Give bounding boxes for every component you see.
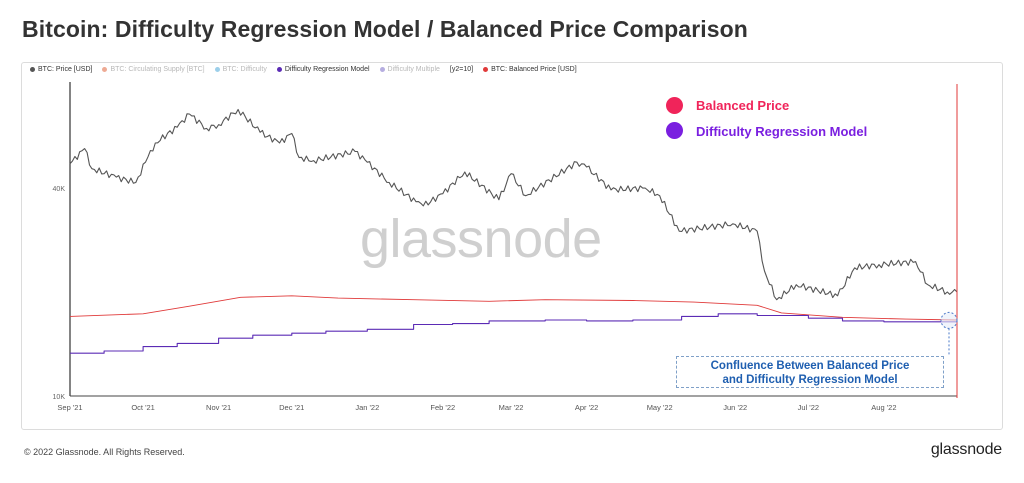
confluence-line-2: and Difficulty Regression Model: [722, 374, 898, 386]
footer-copyright: © 2022 Glassnode. All Rights Reserved.: [24, 447, 185, 457]
legend-item[interactable]: Difficulty Regression Model: [276, 66, 370, 73]
legend-item[interactable]: Difficulty Multiple: [379, 66, 440, 73]
x-tick-label: Jan '22: [355, 403, 379, 412]
chart-panel: [21, 62, 1003, 430]
legend-label: Difficulty Multiple: [387, 66, 440, 73]
x-tick-label: Apr '22: [575, 403, 599, 412]
x-tick-label: May '22: [647, 403, 673, 412]
x-tick-label: Dec '21: [279, 403, 304, 412]
legend-dot-icon: [30, 67, 35, 72]
legend-dot-icon: [276, 67, 282, 72]
chart-legend: BTC: Price [USD] BTC: Circulating Supply …: [30, 66, 577, 73]
legend-label: [y2=10]: [449, 66, 474, 73]
page-title: Bitcoin: Difficulty Regression Model / B…: [22, 16, 748, 42]
series-line-btc-balanced-price-usd: [69, 295, 958, 321]
x-tick-label: Sep '21: [57, 403, 82, 412]
legend-dot-icon: [379, 67, 385, 72]
y-tick-label: 40K: [53, 186, 66, 193]
x-tick-label: Jun '22: [723, 403, 747, 412]
legend-item[interactable]: BTC: Circulating Supply [BTC]: [102, 66, 205, 73]
legend-item[interactable]: [y2=10]: [450, 66, 473, 73]
legend-label: BTC: Balanced Price [USD]: [491, 66, 577, 73]
footer-logo[interactable]: glassnode: [930, 441, 1002, 458]
x-tick-label: Feb '22: [430, 403, 455, 412]
confluence-line-1: Confluence Between Balanced Price: [710, 360, 910, 372]
x-tick-label: Aug '22: [871, 403, 896, 412]
legend-item[interactable]: BTC: Difficulty: [214, 66, 267, 73]
confluence-callout: Confluence Between Balanced Price and Di…: [676, 356, 944, 388]
balanced-price-label: Balanced Price: [696, 98, 790, 113]
x-tick-label: Mar '22: [499, 403, 524, 412]
y-tick-label: 10K: [53, 394, 66, 401]
legend-dot-icon: [214, 67, 220, 72]
legend-dot-icon: [483, 67, 489, 72]
x-tick-label: Nov '21: [206, 403, 231, 412]
watermark: glassnode: [360, 209, 602, 269]
difficulty-model-label: Difficulty Regression Model: [696, 124, 868, 139]
x-tick-label: Oct '21: [131, 403, 155, 412]
legend-label: BTC: Difficulty: [222, 66, 267, 73]
legend-label: BTC: Circulating Supply [BTC]: [110, 66, 205, 73]
series-line-difficulty-regression-model: [70, 313, 958, 354]
x-tick-label: Jul '22: [798, 403, 819, 412]
legend-item[interactable]: BTC: Price [USD]: [30, 66, 92, 73]
series-line-btc-price-usd: [69, 108, 958, 301]
legend-dot-icon: [102, 67, 108, 72]
confluence-circle-icon: [940, 311, 958, 329]
balanced-price-dot-icon: [666, 97, 683, 114]
legend-label: Difficulty Regression Model: [284, 66, 370, 73]
difficulty-model-dot-icon: [666, 122, 683, 139]
legend-item[interactable]: BTC: Balanced Price [USD]: [483, 66, 577, 73]
legend-label: BTC: Price [USD]: [38, 66, 93, 73]
